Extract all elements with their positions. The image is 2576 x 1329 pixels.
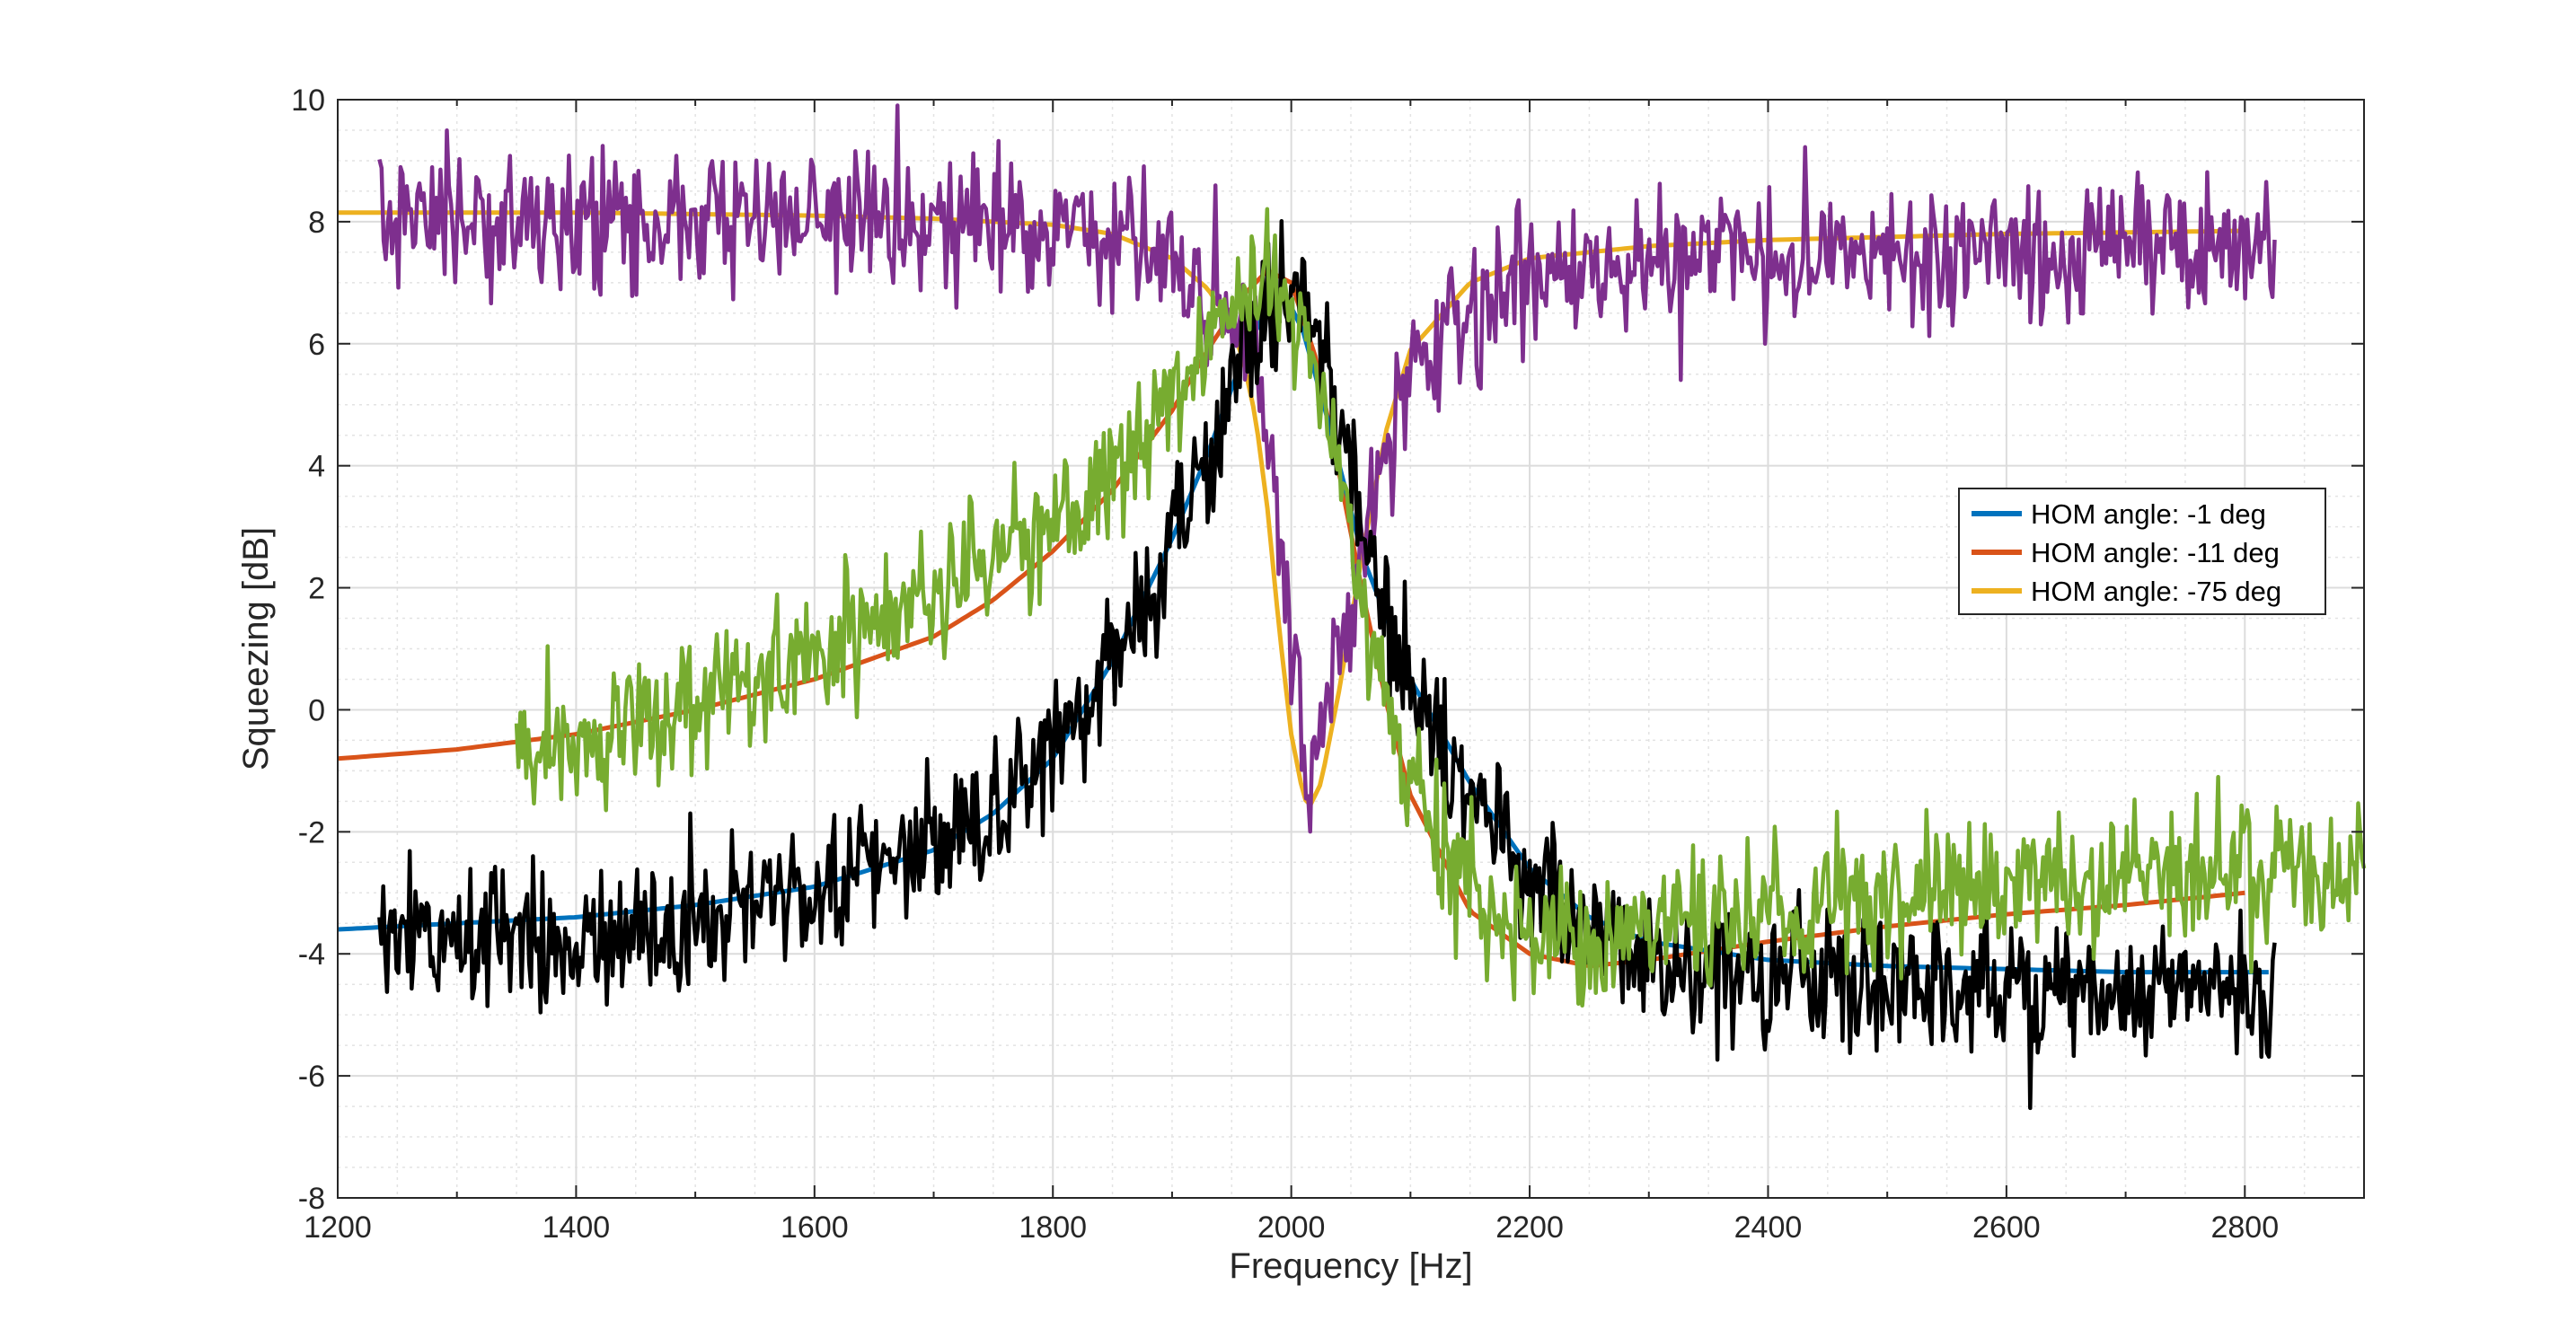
- y-tick-labels: -8 -6 -4 -2 0 2 4 6 8 10: [291, 84, 325, 1216]
- y-tick-label: 8: [308, 206, 325, 240]
- x-tick-label: 2400: [1734, 1210, 1803, 1245]
- y-tick-label: 2: [308, 572, 325, 606]
- legend-label: HOM angle: -11 deg: [2031, 537, 2280, 568]
- measurement-trace-5: [514, 207, 2367, 1008]
- y-tick-label: -8: [298, 1182, 325, 1216]
- y-tick-label: -6: [298, 1060, 325, 1094]
- axes-box: [337, 99, 2365, 1199]
- y-tick-label: 4: [308, 450, 325, 484]
- legend-label: HOM angle: -75 deg: [2031, 576, 2281, 607]
- y-tick-label: 10: [291, 84, 325, 118]
- measurement-trace-3: [377, 103, 2277, 834]
- x-axis-title: Frequency [Hz]: [1229, 1246, 1472, 1286]
- y-tick-label: 0: [308, 693, 325, 727]
- measurement-trace-4: [377, 219, 2277, 1111]
- x-tick-label: 1800: [1019, 1210, 1087, 1245]
- series-layer: [337, 103, 2367, 1111]
- x-tick-label: 2800: [2210, 1210, 2279, 1245]
- x-tick-label: 1400: [543, 1210, 611, 1245]
- x-tick-label: 1600: [781, 1210, 849, 1245]
- x-tick-label: 2000: [1257, 1210, 1326, 1245]
- axis-ticks: [337, 99, 2364, 1199]
- x-tick-labels: 1200 1400 1600 1800 2000 2200 2400 2600 2800: [304, 1210, 2279, 1245]
- legend: HOM angle: -1 deg HOM angle: -11 deg HOM a…: [1958, 488, 2326, 615]
- x-tick-label: 1200: [304, 1210, 372, 1245]
- y-tick-label: 6: [308, 328, 325, 362]
- y-tick-label: -4: [298, 937, 325, 972]
- y-tick-label: -2: [298, 815, 325, 849]
- plot-area: [337, 99, 2367, 1199]
- x-tick-label: 2200: [1495, 1210, 1564, 1245]
- y-axis-title: Squeezing [dB]: [236, 527, 276, 770]
- x-tick-label: 2600: [1972, 1210, 2041, 1245]
- legend-label: HOM angle: -1 deg: [2031, 498, 2266, 530]
